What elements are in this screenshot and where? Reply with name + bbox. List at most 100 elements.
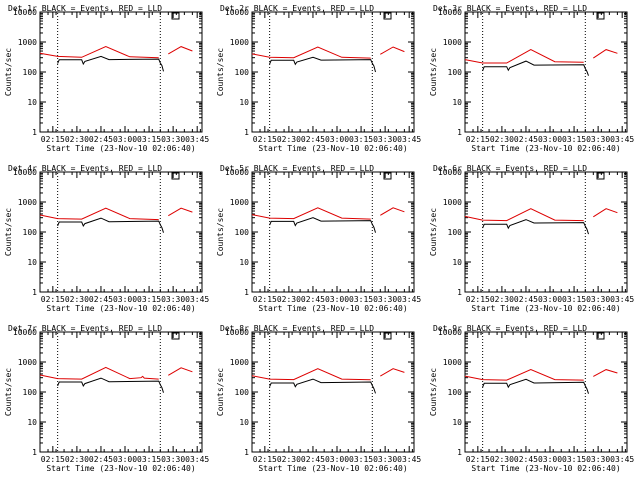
x-tick-label: 03:30 (373, 455, 397, 464)
x-tick-label: 03:15 (562, 455, 586, 464)
x-axis-label: Start Time (23-Nov-10 02:06:40) (258, 464, 407, 473)
legend-box (596, 172, 605, 180)
x-tick-label: 03:30 (373, 135, 397, 144)
chart-title: Det 7r BLACK = Events, RED = LLD (8, 324, 162, 333)
x-tick-label: 02:30 (277, 135, 301, 144)
x-tick-label: 03:45 (397, 295, 421, 304)
y-tick-label: 1000 (230, 38, 249, 47)
x-tick-label: 03:00 (538, 295, 562, 304)
y-tick-label: 1 (32, 448, 37, 457)
y-axis-label: Counts/sec (429, 368, 438, 416)
y-tick-label: 1000 (443, 38, 462, 47)
y-tick-label: 100 (448, 388, 463, 397)
y-tick-label: 1 (244, 128, 249, 137)
y-tick-label: 10000 (225, 328, 249, 337)
chart-panel-4: Det 4r BLACK = Events, RED = LLD 1 10 100 10… (4, 164, 209, 313)
x-axis-label: Start Time (23-Nov-10 02:06:40) (471, 144, 620, 153)
series-lld-line (251, 368, 371, 381)
x-tick-label: 03:30 (161, 135, 185, 144)
x-tick-label: 03:45 (185, 135, 209, 144)
y-tick-label: 10 (239, 258, 249, 267)
x-tick-label: 02:15 (466, 135, 490, 144)
legend-box (171, 172, 180, 180)
x-tick-label: 03:00 (325, 295, 349, 304)
series-events-line (269, 217, 376, 233)
y-tick-label: 1000 (230, 198, 249, 207)
chart-title: Det 8r BLACK = Events, RED = LLD (220, 324, 374, 333)
series-events-line (57, 217, 164, 233)
legend-box (383, 332, 392, 340)
series-events-line (482, 219, 589, 235)
x-tick-label: 03:15 (562, 135, 586, 144)
x-tick-label: 02:30 (490, 135, 514, 144)
y-tick-label: 10 (27, 258, 37, 267)
y-tick-label: 1 (244, 288, 249, 297)
y-tick-label: 1000 (18, 198, 37, 207)
x-axis-label: Start Time (23-Nov-10 02:06:40) (471, 464, 620, 473)
y-tick-label: 10000 (438, 168, 462, 177)
x-tick-label: 03:45 (610, 455, 634, 464)
series-events-line (57, 55, 164, 72)
y-tick-label: 10000 (225, 168, 249, 177)
x-tick-label: 03:30 (161, 295, 185, 304)
series-lld-line (593, 208, 618, 218)
x-axis-label: Start Time (23-Nov-10 02:06:40) (46, 144, 195, 153)
y-tick-label: 100 (448, 68, 463, 77)
series-lld-line (464, 49, 584, 64)
x-tick-label: 03:15 (137, 135, 161, 144)
x-tick-label: 02:30 (490, 455, 514, 464)
chart-panel-5: Det 5r BLACK = Events, RED = LLD 1 10 100 10… (216, 164, 421, 313)
legend-box (383, 172, 392, 180)
y-tick-label: 1000 (443, 358, 462, 367)
x-tick-label: 03:15 (349, 295, 373, 304)
y-axis-label: Counts/sec (216, 48, 225, 96)
x-tick-label: 02:30 (277, 455, 301, 464)
y-axis-label: Counts/sec (216, 368, 225, 416)
series-events-line (269, 56, 376, 73)
y-tick-label: 100 (23, 388, 38, 397)
plot-frame (251, 331, 415, 453)
x-tick-label: 03:30 (586, 455, 610, 464)
x-axis-label: Start Time (23-Nov-10 02:06:40) (46, 304, 195, 313)
chart-title: Det 6r BLACK = Events, RED = LLD (433, 164, 587, 173)
x-tick-label: 02:45 (301, 295, 325, 304)
series-events-line (482, 60, 589, 76)
x-tick-label: 03:15 (349, 135, 373, 144)
plot-frame (464, 11, 628, 133)
plot-frame (39, 331, 203, 453)
chart-panel-7: Det 7r BLACK = Events, RED = LLD 1 10 100 10… (4, 324, 209, 473)
chart-panel-6: Det 6r BLACK = Events, RED = LLD 1 10 100 10… (429, 164, 634, 313)
legend-box (171, 12, 180, 20)
y-tick-label: 100 (235, 228, 250, 237)
series-lld-line (251, 46, 371, 59)
legend-box (383, 12, 392, 20)
y-tick-label: 1000 (443, 198, 462, 207)
series-events-line (269, 378, 376, 394)
series-lld-line (168, 46, 193, 55)
x-tick-label: 03:15 (349, 455, 373, 464)
y-tick-label: 1 (457, 128, 462, 137)
y-axis-label: Counts/sec (429, 208, 438, 256)
y-tick-label: 1000 (18, 38, 37, 47)
x-tick-label: 02:45 (89, 135, 113, 144)
x-axis-label: Start Time (23-Nov-10 02:06:40) (258, 144, 407, 153)
x-tick-label: 02:45 (514, 135, 538, 144)
chart-panel-2: Det 2r BLACK = Events, RED = LLD 1 10 100 10… (216, 4, 421, 153)
chart-title: Det 1r BLACK = Events, RED = LLD (8, 4, 162, 13)
x-tick-label: 02:45 (89, 455, 113, 464)
series-lld-line (39, 46, 159, 59)
chart-panel-3: Det 3r BLACK = Events, RED = LLD 1 10 100 10… (429, 4, 634, 153)
y-tick-label: 10 (452, 98, 462, 107)
chart-title: Det 2r BLACK = Events, RED = LLD (220, 4, 374, 13)
x-tick-label: 03:45 (397, 135, 421, 144)
x-tick-label: 03:00 (538, 135, 562, 144)
x-tick-label: 03:00 (113, 295, 137, 304)
y-tick-label: 10 (239, 418, 249, 427)
chart-panel-1: Det 1r BLACK = Events, RED = LLD 1 10 100 10… (4, 4, 209, 153)
series-lld-line (39, 366, 159, 380)
y-tick-label: 1 (457, 288, 462, 297)
x-tick-label: 02:15 (41, 455, 65, 464)
x-tick-label: 02:15 (466, 455, 490, 464)
x-tick-label: 02:45 (89, 295, 113, 304)
